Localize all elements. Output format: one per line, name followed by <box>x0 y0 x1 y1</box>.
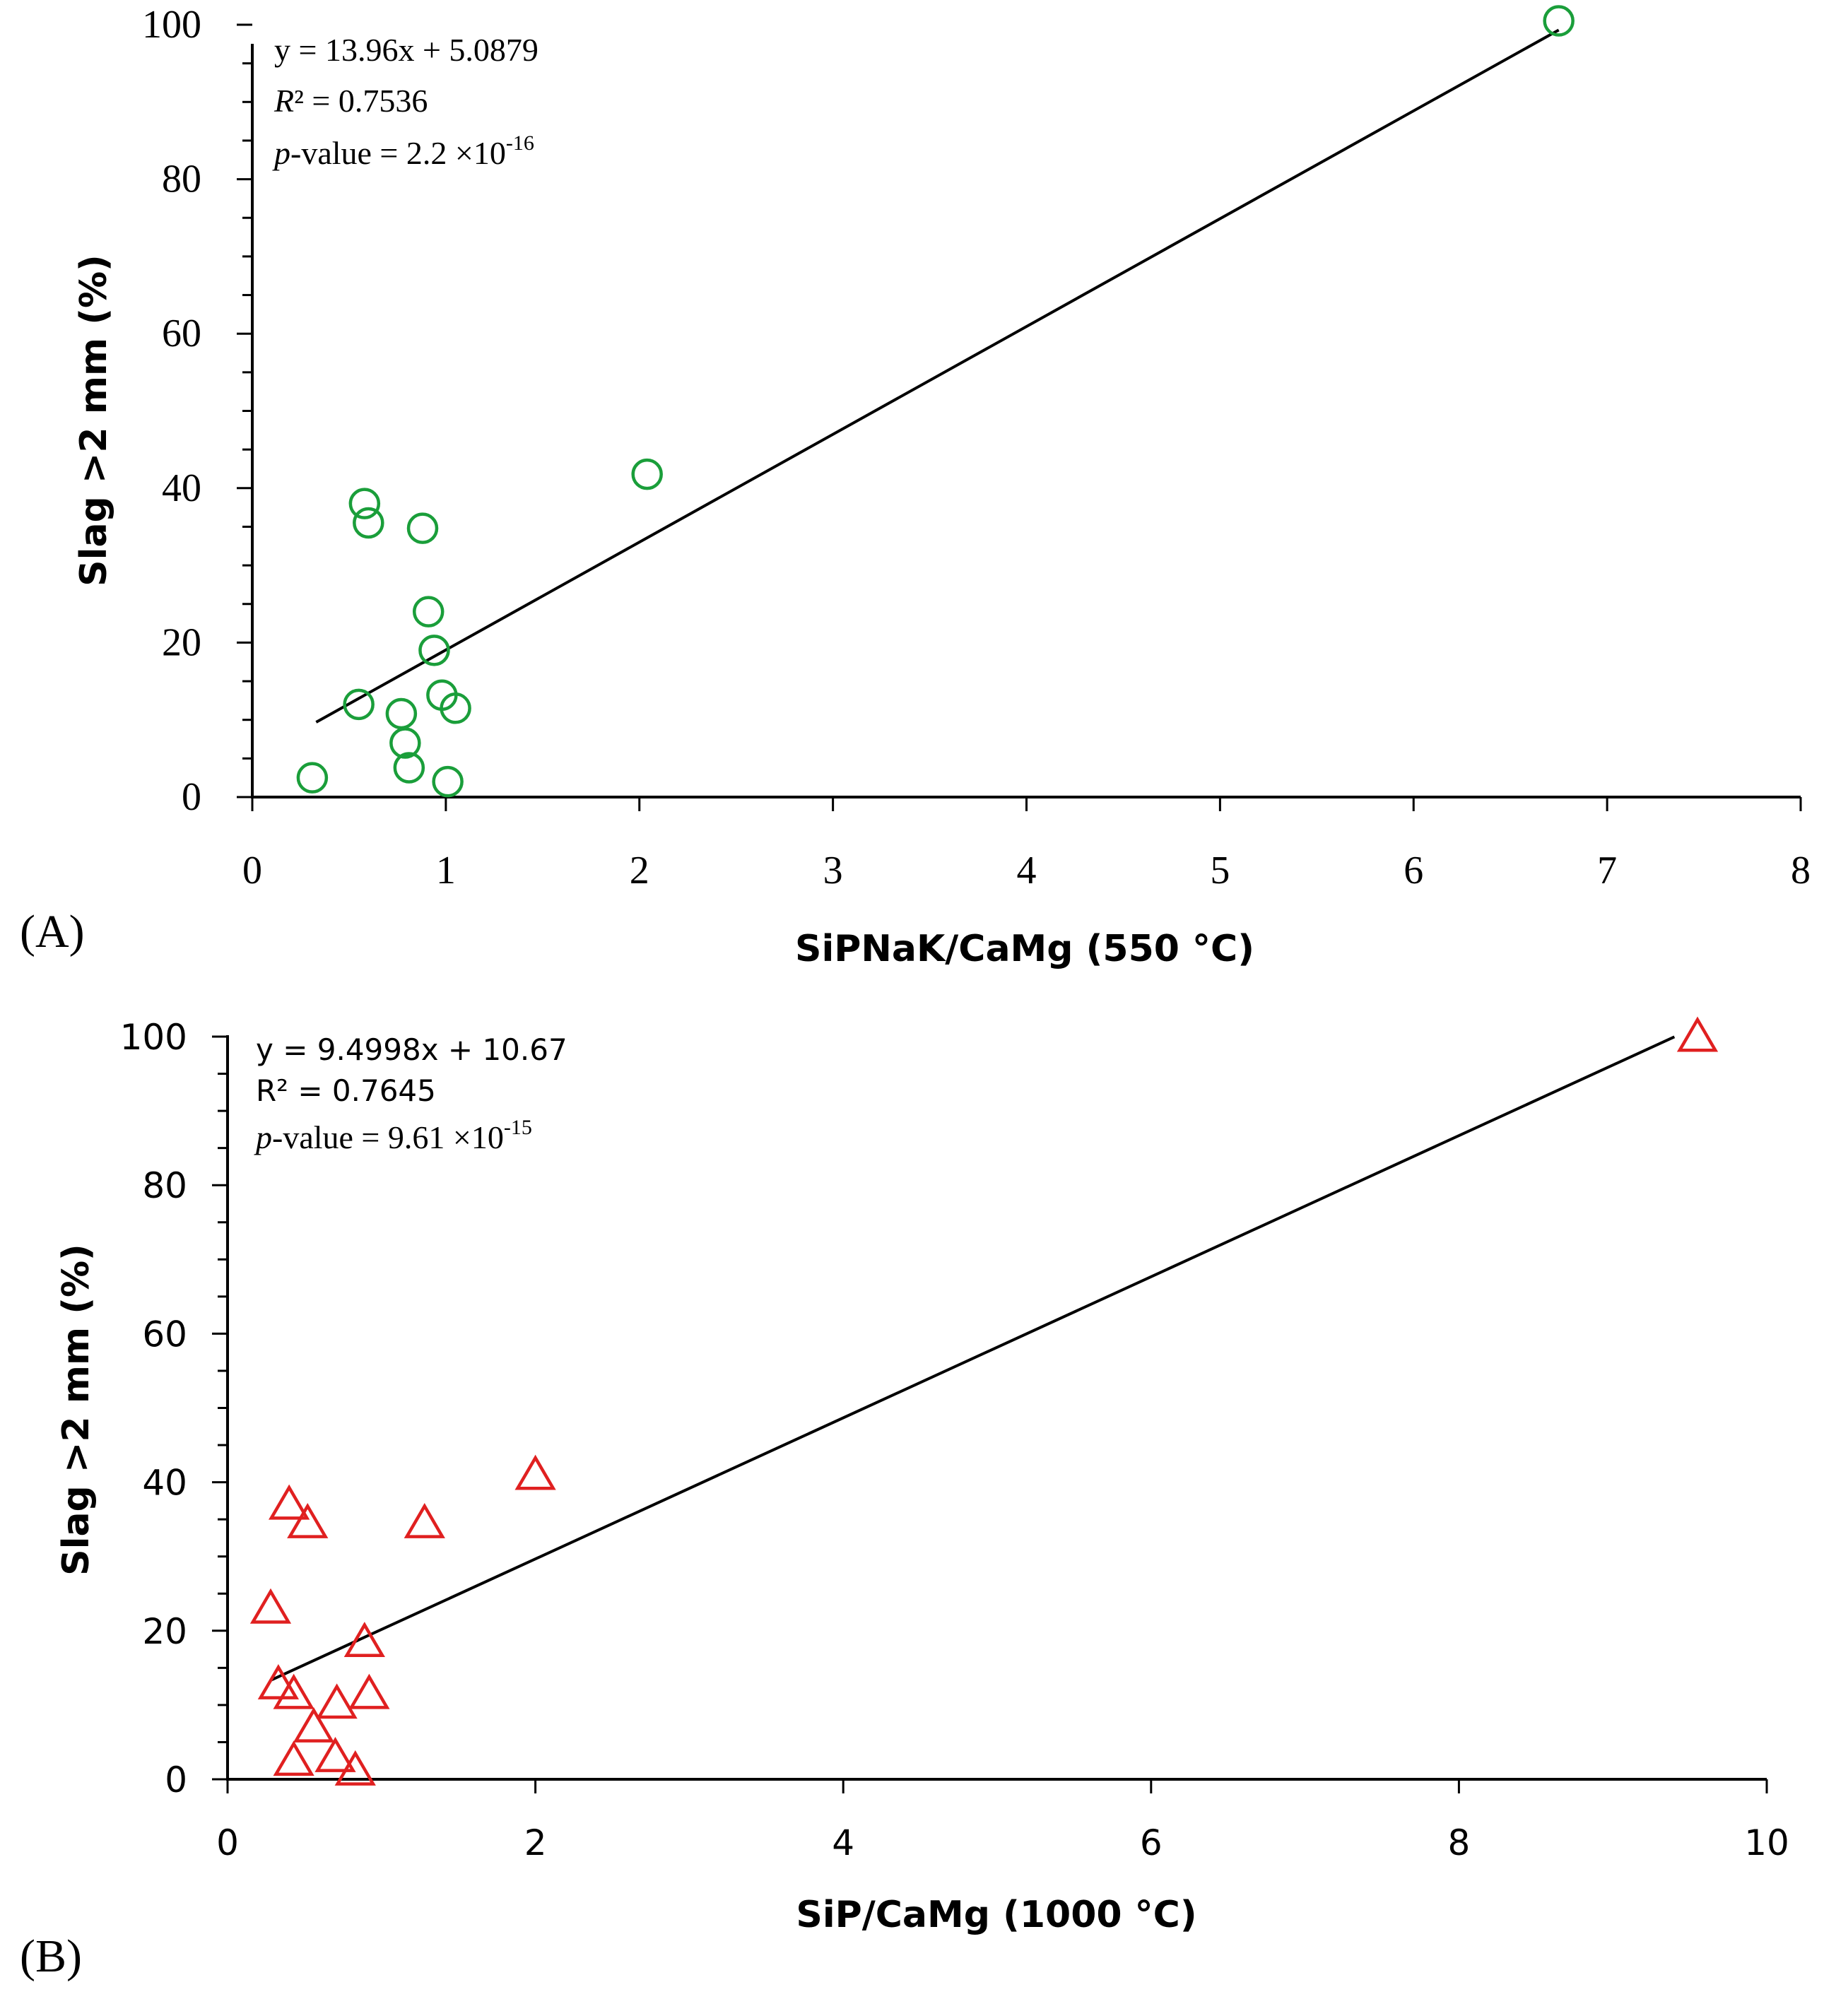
data-point <box>273 1740 314 1776</box>
data-point <box>287 1502 329 1538</box>
r2-a: R² = 0.7536 <box>273 83 428 119</box>
y-axis-label-a: Slag >2 mm (%) <box>73 254 115 586</box>
y-tick-label: 40 <box>142 1463 187 1504</box>
x-tick-label: 2 <box>630 849 649 892</box>
y-tick-label: 100 <box>120 1017 187 1058</box>
points-b <box>249 1016 1719 1786</box>
x-tick-label: 0 <box>242 849 262 892</box>
y-ticks-b: 0 20 40 60 80 100 <box>120 1017 228 1800</box>
x-tick-label: 3 <box>823 849 843 892</box>
data-point <box>343 688 375 721</box>
y-tick-label: 60 <box>142 1314 187 1355</box>
data-point <box>393 752 425 784</box>
panel-b: 0 20 40 60 80 100 0 2 4 6 8 10 y = 9.4998x + 10.67… <box>20 1016 1789 1982</box>
x-axis-label-b: SiP/CaMg (1000 °C) <box>796 1894 1196 1936</box>
data-point <box>249 1588 292 1624</box>
panel-label-a: (A) <box>20 906 85 957</box>
pvalue-a: p-value = 2.2 ×10-16 <box>272 131 534 171</box>
data-point <box>314 1737 356 1772</box>
y-tick-label: 60 <box>162 312 201 355</box>
x-ticks-b: 0 2 4 6 8 10 <box>216 1779 1789 1863</box>
data-point <box>343 1622 385 1658</box>
pvalue-b: p-value = 9.61 ×10-15 <box>254 1116 532 1155</box>
x-ticks-a: 0 1 2 3 4 5 6 7 8 <box>242 797 1811 892</box>
x-tick-label: 6 <box>1140 1822 1163 1863</box>
x-tick-label: 10 <box>1744 1822 1789 1863</box>
r2-b: R² = 0.7645 <box>256 1073 436 1108</box>
trendline-b <box>270 1035 1676 1682</box>
y-tick-label: 80 <box>142 1165 187 1206</box>
equation-a: y = 13.96x + 5.0879 <box>274 32 539 68</box>
y-axis-label-b: Slag >2 mm (%) <box>55 1244 98 1576</box>
y-tick-label: 40 <box>162 466 201 510</box>
x-tick-label: 8 <box>1791 849 1811 892</box>
y-tick-label: 0 <box>182 775 201 819</box>
x-axis-label-a: SiPNaK/CaMg (550 °C) <box>795 928 1254 970</box>
axes-b: 0 20 40 60 80 100 0 2 4 6 8 10 <box>120 1017 1789 1863</box>
data-point <box>514 1454 556 1490</box>
x-tick-label: 4 <box>1017 849 1037 892</box>
data-point <box>418 635 450 666</box>
y-ticks-a: 0 20 40 60 80 100 <box>142 3 252 819</box>
equation-b: y = 9.4998x + 10.67 <box>256 1032 567 1067</box>
points-a <box>296 5 1575 798</box>
x-tick-label: 1 <box>436 849 456 892</box>
data-point <box>1543 5 1575 37</box>
x-tick-label: 5 <box>1210 849 1230 892</box>
data-point <box>389 727 421 759</box>
data-point <box>412 596 445 627</box>
data-point <box>631 458 663 490</box>
panel-a: 0 20 40 60 80 100 0 1 2 3 4 5 6 7 8 y = 13.96x + 5.08… <box>20 3 1811 970</box>
panel-label-b: (B) <box>20 1930 82 1982</box>
data-point <box>257 1664 299 1699</box>
data-point <box>348 488 381 519</box>
x-tick-label: 2 <box>524 1822 547 1863</box>
y-tick-label: 100 <box>142 3 201 47</box>
data-point <box>316 1683 358 1719</box>
y-tick-label: 80 <box>162 158 201 201</box>
data-point <box>385 697 418 730</box>
data-point <box>348 1673 390 1709</box>
y-tick-label: 20 <box>142 1611 187 1652</box>
data-point <box>273 1673 314 1709</box>
data-point <box>296 762 329 794</box>
y-tick-label: 0 <box>165 1759 187 1800</box>
x-tick-label: 8 <box>1447 1822 1470 1863</box>
x-tick-label: 0 <box>216 1822 239 1863</box>
data-point <box>334 1750 376 1786</box>
data-point <box>293 1706 335 1743</box>
data-point <box>440 692 471 724</box>
y-tick-label: 20 <box>162 620 201 664</box>
data-point <box>406 512 439 544</box>
axes-a: 0 20 40 60 80 100 0 1 2 3 4 5 6 7 8 <box>142 3 1811 892</box>
x-tick-label: 7 <box>1597 849 1617 892</box>
x-tick-label: 6 <box>1404 849 1423 892</box>
x-tick-label: 4 <box>832 1822 854 1863</box>
data-point <box>269 1484 310 1520</box>
data-point <box>353 507 384 539</box>
data-point <box>432 765 464 798</box>
data-point <box>1676 1016 1719 1052</box>
data-point <box>404 1502 445 1538</box>
trendline-a <box>315 28 1560 724</box>
